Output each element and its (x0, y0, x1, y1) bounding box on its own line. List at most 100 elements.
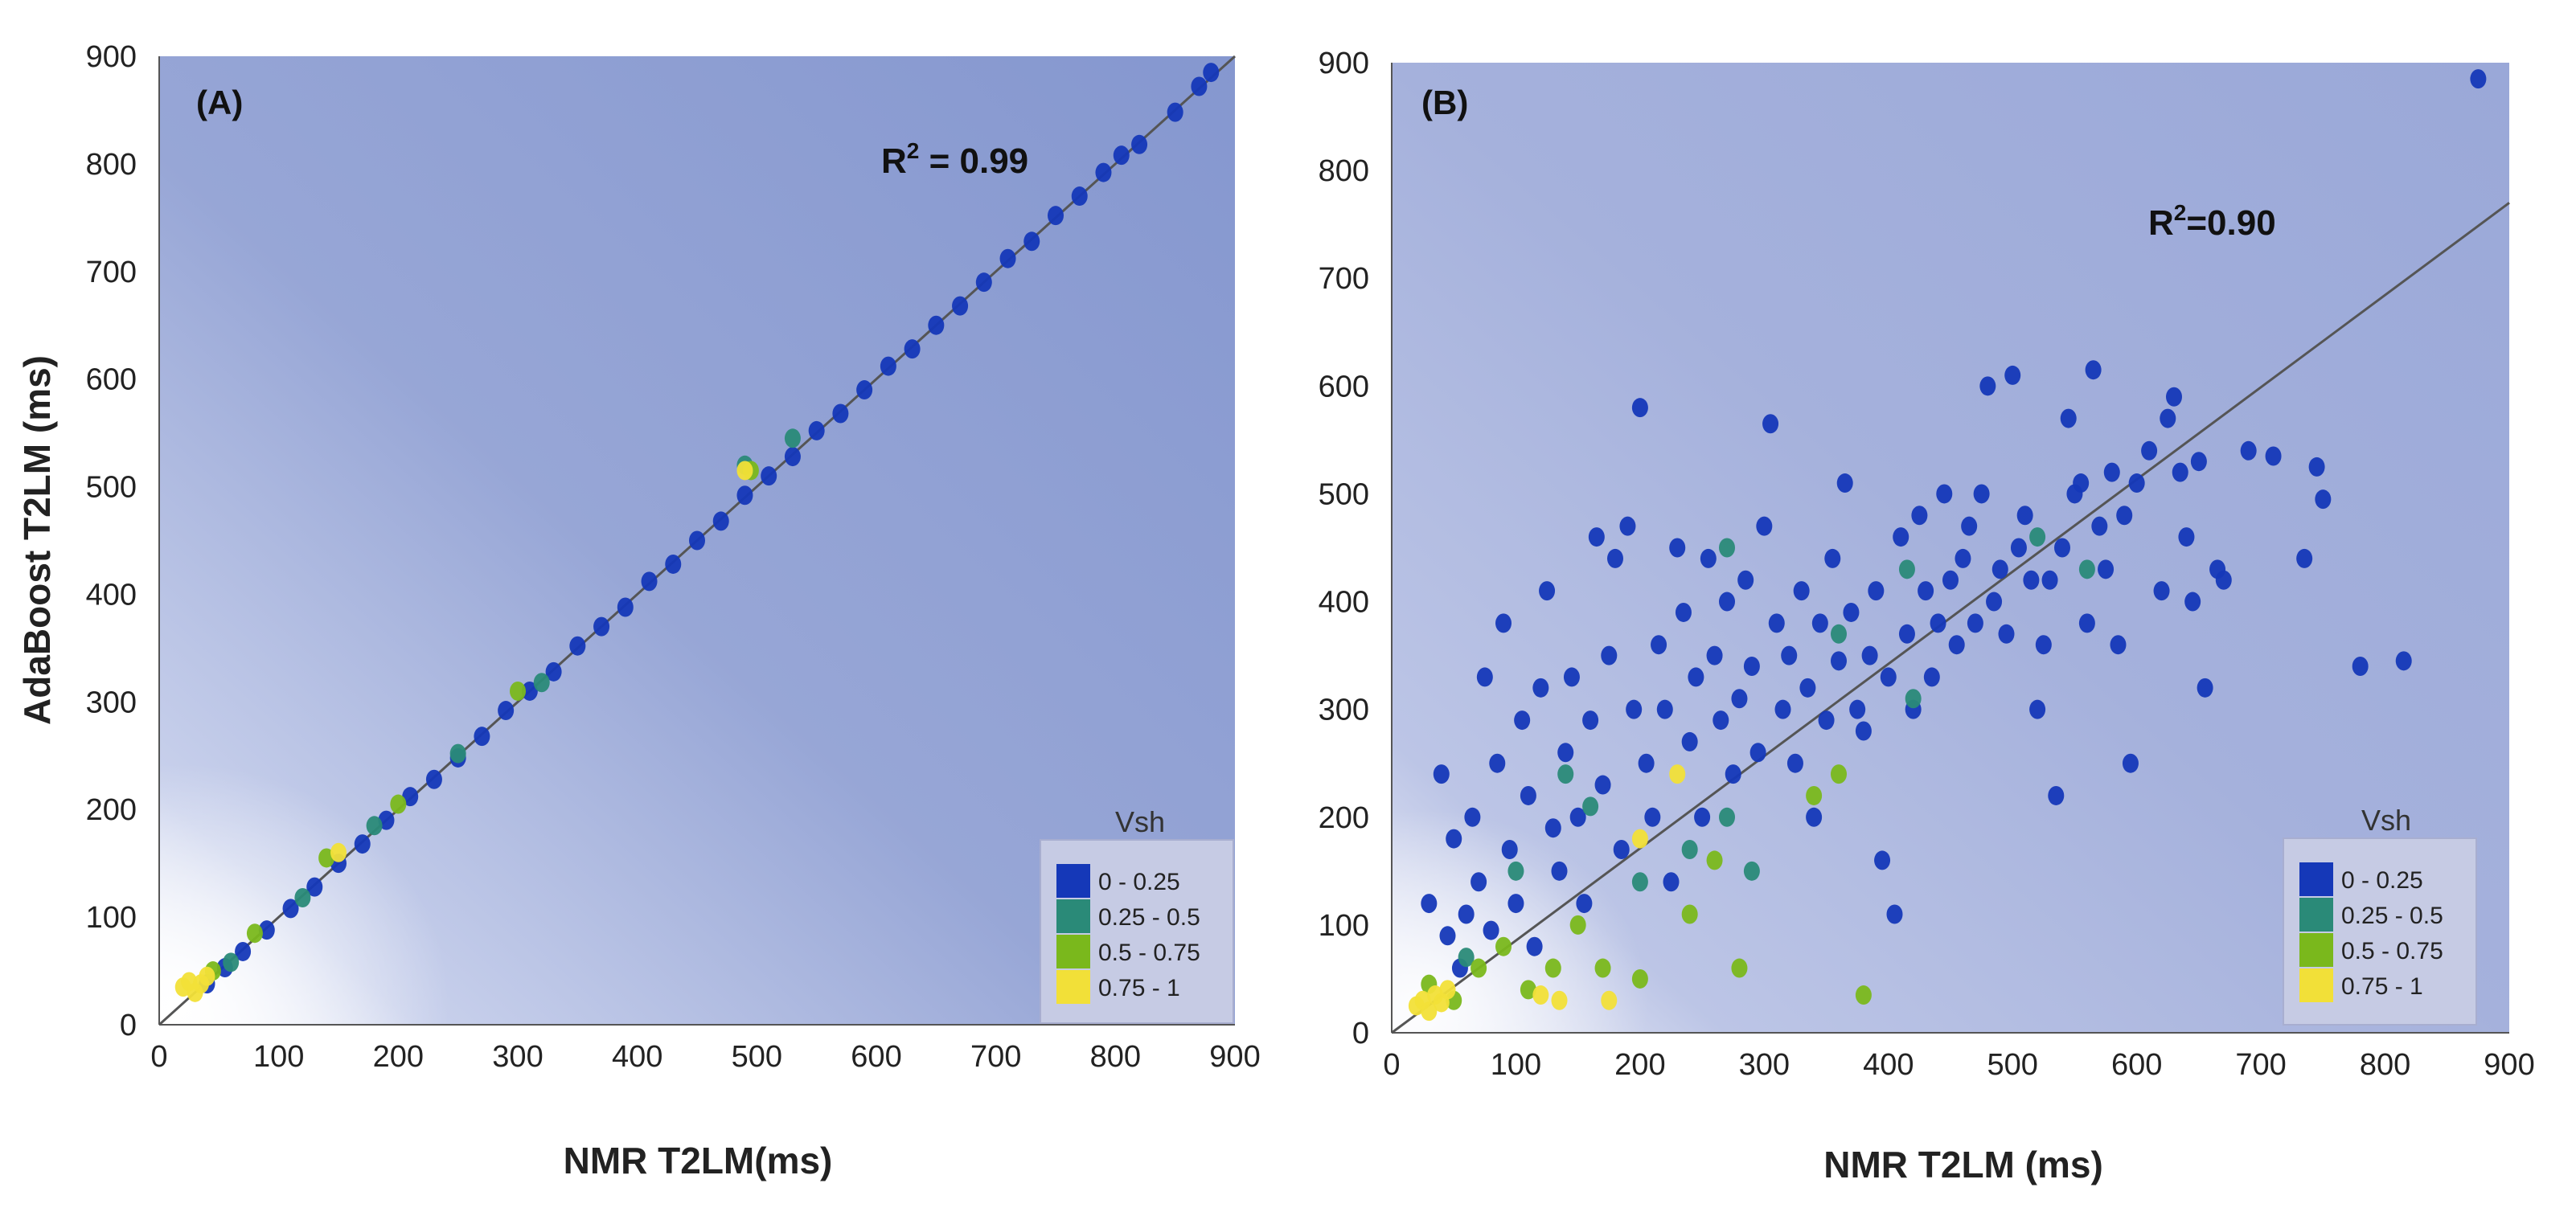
data-point-b-series-0 (2172, 462, 2188, 482)
data-point-a-series-0 (1095, 162, 1112, 182)
data-point-b-series-0 (1651, 635, 1667, 655)
data-point-b-series-0 (2098, 559, 2115, 579)
data-point-b-series-0 (1855, 721, 1872, 741)
y-tick-label-b: 400 (1319, 586, 1369, 620)
data-point-b-series-0 (2116, 506, 2133, 526)
data-point-a-series-0 (832, 403, 849, 424)
panel-a: 0 100 200 300 400 500 600 700 800 900 0 100 200 300 4… (16, 40, 1261, 1181)
data-point-b-series-0 (2178, 527, 2195, 547)
data-point-a-series-0 (1023, 231, 1040, 252)
data-point-b-series-0 (2166, 387, 2182, 407)
data-point-b-series-0 (1551, 861, 1568, 881)
data-point-a-series-1 (784, 428, 801, 448)
data-point-b-series-0 (2085, 360, 2102, 380)
legend-entry-b-2: 0.5 - 0.75 (2341, 938, 2443, 964)
data-point-b-series-0 (2128, 473, 2145, 493)
data-point-b-series-0 (1861, 645, 1878, 665)
data-point-a-series-1 (533, 673, 550, 693)
data-point-b-series-0 (1421, 894, 1438, 914)
data-point-a-series-0 (545, 661, 562, 682)
data-point-b-series-0 (2265, 446, 2282, 466)
data-point-a-series-0 (354, 834, 371, 854)
data-point-b-series-0 (1619, 516, 1636, 536)
data-point-b-series-0 (2122, 753, 2139, 773)
y-tick-label-b: 600 (1319, 370, 1369, 403)
data-point-b-series-2 (1681, 904, 1698, 924)
data-point-b-series-0 (1942, 570, 1959, 590)
data-point-b-series-1 (1743, 861, 1760, 881)
data-point-a-series-0 (761, 466, 777, 486)
data-point-b-series-0 (1433, 764, 1450, 784)
x-tick-label-b: 100 (1491, 1048, 1541, 1082)
x-tick-label-b: 800 (2360, 1048, 2410, 1082)
data-point-b-series-0 (2296, 548, 2313, 568)
x-axis-title-a: NMR T2LM(ms) (564, 1140, 833, 1181)
data-point-b-series-0 (2054, 538, 2070, 558)
r2-value-b: =0.90 (2186, 203, 2275, 243)
data-point-b-series-0 (1781, 645, 1798, 665)
data-point-b-series-0 (2073, 473, 2090, 493)
data-point-b-series-1 (1631, 872, 1648, 892)
y-tick-label-b: 700 (1319, 262, 1369, 296)
y-tick-label-b: 0 (1352, 1017, 1369, 1050)
y-tick-label-a: 700 (86, 256, 137, 289)
data-point-a-series-1 (366, 816, 383, 836)
data-point-b-series-0 (1439, 926, 1456, 946)
data-point-b-series-0 (1626, 699, 1643, 719)
data-point-a-series-2 (246, 923, 263, 944)
data-point-b-series-2 (1631, 968, 1648, 989)
data-point-b-series-1 (1831, 624, 1847, 644)
data-point-b-series-0 (1936, 484, 1953, 504)
data-point-b-series-0 (1961, 516, 1978, 536)
data-point-b-series-2 (1520, 980, 1536, 1000)
data-point-b-series-0 (2315, 489, 2332, 510)
data-point-a-series-0 (1071, 186, 1088, 207)
data-point-a-series-3 (736, 461, 753, 481)
data-point-b-series-0 (2308, 457, 2325, 477)
y-tick-label-a: 300 (86, 686, 137, 719)
data-point-a-series-0 (689, 530, 705, 551)
y-axis-title-a: AdaBoost T2LM (ms) (16, 355, 58, 725)
data-point-b-series-0 (1613, 840, 1630, 860)
y-tick-label-b: 500 (1319, 477, 1369, 511)
data-point-b-series-1 (1719, 538, 1735, 558)
data-point-b-series-0 (1868, 581, 1885, 601)
data-point-b-series-1 (1458, 948, 1475, 968)
data-point-b-series-0 (2023, 570, 2040, 590)
x-tick-label-a: 300 (492, 1040, 543, 1074)
data-point-b-series-0 (1998, 624, 2015, 644)
data-point-b-series-0 (1874, 850, 1891, 870)
data-point-a-series-0 (235, 941, 252, 961)
data-point-a-series-3 (330, 842, 347, 862)
panel-label-b: (B) (1421, 84, 1468, 121)
data-point-b-series-2 (1855, 985, 1872, 1005)
legend-swatch-b-3 (2299, 968, 2333, 1002)
data-point-b-series-0 (2215, 570, 2232, 590)
data-point-b-series-0 (1656, 699, 1673, 719)
data-point-b-series-2 (1806, 785, 1823, 805)
data-point-a-series-0 (641, 571, 658, 592)
data-point-b-series-0 (1756, 516, 1773, 536)
data-point-b-series-0 (2035, 635, 2052, 655)
x-tick-label-a: 500 (732, 1040, 782, 1074)
data-point-a-series-0 (975, 272, 992, 293)
data-point-b-series-0 (1967, 613, 1983, 633)
data-point-b-series-0 (1806, 807, 1823, 827)
data-point-b-series-0 (2060, 408, 2077, 428)
panel-b: 0 100 200 300 400 500 600 700 800 900 0 100 200 300 4… (1319, 47, 2535, 1185)
data-point-b-series-0 (1880, 667, 1897, 687)
data-point-a-series-0 (474, 727, 490, 747)
data-point-b-series-1 (2078, 559, 2095, 579)
data-point-b-series-0 (1631, 398, 1648, 418)
data-point-b-series-0 (1843, 602, 1860, 622)
data-point-a-series-0 (617, 597, 634, 617)
data-point-b-series-0 (1818, 710, 1835, 731)
data-point-a-series-1 (294, 888, 311, 908)
data-point-b-series-0 (1986, 592, 2003, 612)
data-point-b-series-0 (2110, 635, 2127, 655)
r2-label-b: R2=0.90 (2148, 200, 2276, 243)
x-tick-label-a: 200 (373, 1040, 424, 1074)
data-point-b-series-0 (1719, 592, 1735, 612)
x-tick-label-a: 700 (970, 1040, 1021, 1074)
x-tick-label-b: 300 (1739, 1048, 1790, 1082)
